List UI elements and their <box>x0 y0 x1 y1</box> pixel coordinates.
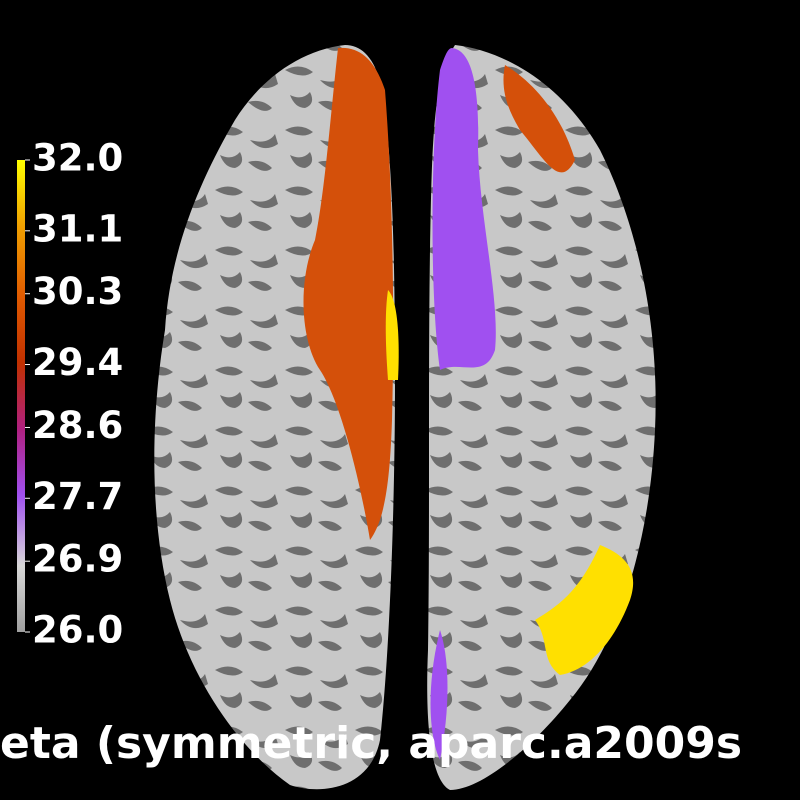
right-yellow <box>535 545 634 675</box>
colorbar-tick-label: 31.1 <box>32 207 123 250</box>
title: eta (symmetric, aparc.a2009s <box>0 718 742 769</box>
left-yellow <box>385 290 399 380</box>
right-orange <box>503 65 575 173</box>
colorbar-tick-label: 30.3 <box>32 270 123 313</box>
colorbar-tick-label: 27.7 <box>32 475 123 518</box>
colorbar-tick-label: 26.0 <box>32 609 123 652</box>
colorbar <box>17 160 25 632</box>
left-overlay <box>303 47 394 540</box>
brain <box>154 45 656 790</box>
right-bottom <box>430 630 448 760</box>
colorbar-tick-label: 26.9 <box>32 538 123 581</box>
right-overlay <box>432 48 496 370</box>
colorbar-tick-label: 29.4 <box>32 341 123 384</box>
colorbar-tick-label: 32.0 <box>32 137 123 180</box>
colorbar-tick-label: 28.6 <box>32 404 123 447</box>
